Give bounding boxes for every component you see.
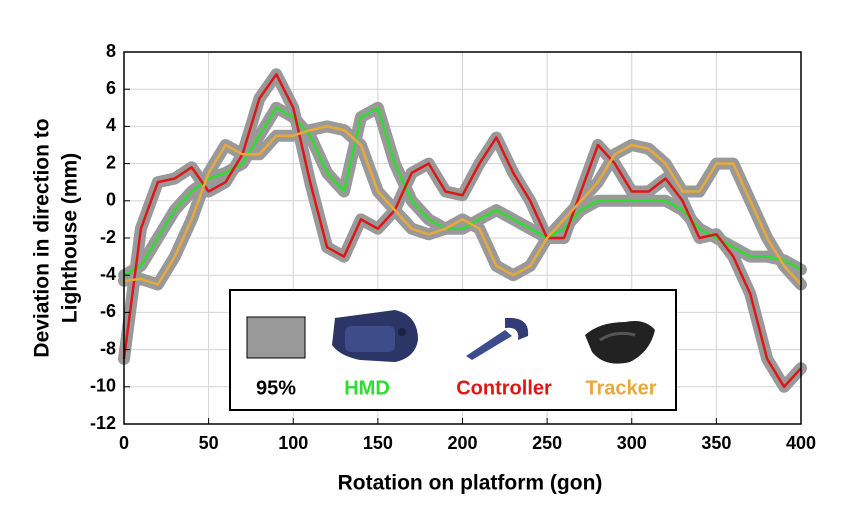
series-line: [122, 73, 802, 389]
x-tick-label: 0: [119, 433, 129, 453]
legend-label: Tracker: [585, 377, 656, 399]
ticks: -12 -10 -8 -6 -4 -2 0 2 4 6 8 0 50 100 150 200 250 300 350…: [90, 41, 816, 453]
x-tick-label: 150: [363, 433, 393, 453]
controller-icon: [466, 317, 529, 360]
lines: [118, 68, 807, 393]
y-tick-label: -6: [100, 301, 116, 321]
legend-label: 95%: [256, 377, 296, 399]
x-tick-label: 50: [199, 433, 219, 453]
legend-swatch: [246, 316, 306, 359]
y-tick-label: 8: [106, 41, 116, 61]
x-tick-label: 100: [278, 433, 308, 453]
y-tick-label: 2: [106, 152, 116, 172]
series-line: [123, 106, 802, 277]
x-axis-label: Rotation on platform (gon): [338, 472, 603, 495]
tracker-icon: [585, 321, 655, 364]
x-tick-label: 250: [532, 433, 562, 453]
series-line: [123, 125, 802, 286]
y-axis-label: Lighthouse (mm): [59, 153, 82, 323]
hmd-icon: [332, 310, 418, 362]
legend-label: Controller: [456, 377, 552, 399]
x-tick-label: 400: [786, 433, 816, 453]
y-tick-label: 4: [106, 115, 116, 135]
y-tick-label: -2: [100, 227, 116, 247]
legend-label: HMD: [344, 377, 390, 399]
y-tick-label: 6: [106, 78, 116, 98]
y-tick-label: -8: [100, 338, 116, 358]
y-tick-label: 0: [106, 190, 116, 210]
y-tick-label: -10: [90, 376, 116, 396]
y-tick-label: -12: [90, 413, 116, 433]
y-tick-label: -4: [100, 264, 116, 284]
x-tick-label: 350: [701, 433, 731, 453]
x-tick-label: 200: [447, 433, 477, 453]
legend: 95% HMD Controller Tracker: [229, 289, 677, 411]
y-axis-label: Deviation in direction to: [31, 118, 54, 357]
x-tick-label: 300: [617, 433, 647, 453]
